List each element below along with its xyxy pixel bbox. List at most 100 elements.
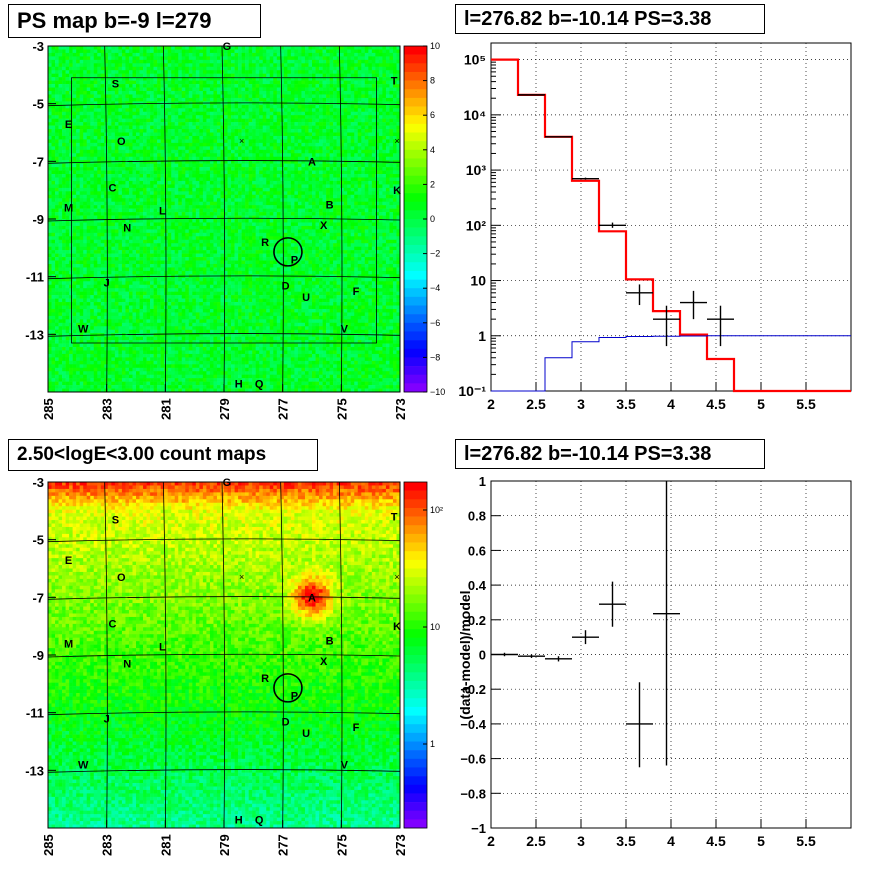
- y-tick-label: -3: [32, 39, 44, 54]
- source-label: H: [235, 378, 243, 390]
- count-map-grid: [47, 481, 401, 829]
- y-tick-label: 0.4: [468, 578, 487, 593]
- source-label: B: [326, 200, 334, 212]
- source-label: J: [104, 713, 110, 725]
- x-tick-label: 4: [667, 833, 675, 849]
- y-tick-label: 0: [479, 648, 486, 663]
- source-label: M: [64, 202, 73, 214]
- source-label: V: [341, 324, 349, 336]
- x-tick-label: 4: [667, 396, 675, 412]
- x-tick-label: 3.5: [616, 396, 636, 412]
- x-tick-label: 283: [100, 398, 115, 420]
- source-label: C: [109, 182, 117, 194]
- y-tick-label: 10³: [466, 162, 487, 178]
- source-label: E: [65, 119, 72, 131]
- y-tick-label: 10⁴: [464, 107, 487, 123]
- x-tick-label: 285: [41, 398, 56, 420]
- y-tick-label: 0.8: [468, 509, 486, 524]
- source-label: P: [291, 690, 298, 702]
- source-label: S: [112, 78, 119, 90]
- source-label: A: [308, 592, 316, 604]
- cross-marker: ×: [394, 572, 399, 582]
- source-label: E: [65, 555, 72, 567]
- x-tick-label: 3: [577, 833, 585, 849]
- x-tick-label: 285: [41, 834, 56, 856]
- x-tick-label: 277: [276, 398, 291, 420]
- source-label: D: [282, 280, 290, 292]
- source-label: V: [341, 760, 349, 772]
- source-circle: [273, 237, 303, 267]
- x-tick-label: 2.5: [526, 396, 546, 412]
- colorbar-tick-label: 2: [430, 179, 435, 189]
- x-tick-label: 5: [757, 833, 765, 849]
- residual-title: l=276.82 b=-10.14 PS=3.38: [455, 439, 765, 469]
- model-source-histogram: [491, 335, 851, 392]
- source-label: T: [391, 512, 398, 524]
- PS-map-grid: [47, 45, 401, 393]
- colorbar-tick-label: 8: [430, 76, 435, 86]
- y-tick-label: −0.4: [460, 717, 486, 732]
- source-label: S: [112, 514, 119, 526]
- x-tick-label: 275: [334, 398, 349, 420]
- source-label: L: [159, 205, 166, 217]
- colorbar-tick-label: 10²: [430, 505, 443, 515]
- y-tick-label: -9: [32, 648, 44, 663]
- source-label: X: [320, 656, 328, 668]
- source-label: D: [282, 716, 290, 728]
- source-label: N: [123, 223, 131, 235]
- source-label: G: [223, 477, 232, 489]
- colorbar-tick-label: 1: [430, 739, 435, 749]
- y-tick-label: −0.2: [460, 682, 486, 697]
- source-label: L: [159, 641, 166, 653]
- y-tick-label: -5: [32, 533, 44, 548]
- x-tick-label: 3.5: [616, 833, 636, 849]
- y-tick-label: -7: [32, 154, 44, 169]
- count-map-title: 2.50<logE<3.00 count maps: [8, 439, 318, 471]
- y-axis-label: (data-model)/model: [457, 590, 473, 719]
- ps-map-title: PS map b=-9 l=279: [8, 4, 261, 38]
- source-label: K: [393, 185, 401, 197]
- y-tick-label: 10⁻¹: [458, 383, 486, 399]
- x-tick-label: 279: [217, 398, 232, 420]
- colorbar-tick-label: −10: [430, 387, 445, 397]
- colorbar-tick-label: −4: [430, 283, 440, 293]
- y-tick-label: -13: [25, 763, 44, 778]
- colorbar: [404, 46, 427, 393]
- source-label: J: [104, 277, 110, 289]
- y-tick-label: -13: [25, 327, 44, 342]
- y-tick-label: 10: [470, 273, 486, 289]
- source-label: O: [117, 572, 126, 584]
- x-tick-label: 273: [393, 834, 408, 856]
- source-label: W: [78, 760, 89, 772]
- y-tick-label: 0.2: [468, 613, 486, 628]
- x-tick-label: 275: [334, 834, 349, 856]
- source-label: F: [353, 286, 360, 298]
- y-tick-label: -3: [32, 475, 44, 490]
- colorbar-tick-label: 6: [430, 110, 435, 120]
- y-tick-label: -11: [26, 270, 44, 285]
- source-label: U: [302, 728, 310, 740]
- x-tick-label: 2.5: [526, 833, 546, 849]
- source-label: Q: [255, 378, 264, 390]
- source-label: G: [223, 41, 232, 53]
- x-tick-label: 2: [487, 833, 495, 849]
- x-tick-label: 279: [217, 834, 232, 856]
- source-label: B: [326, 636, 334, 648]
- source-label: H: [235, 814, 243, 826]
- source-label: U: [302, 292, 310, 304]
- x-tick-label: 273: [393, 398, 408, 420]
- colorbar-tick-label: 0: [430, 214, 435, 224]
- y-tick-label: 0.6: [468, 543, 486, 558]
- x-tick-label: 2: [487, 396, 495, 412]
- source-label: A: [308, 156, 316, 168]
- y-tick-label: 10⁵: [464, 52, 486, 68]
- x-tick-label: 281: [158, 398, 173, 420]
- spectrum-frame: [490, 42, 852, 392]
- x-tick-label: 5.5: [796, 833, 816, 849]
- y-tick-label: 1: [479, 474, 486, 489]
- y-tick-label: −0.8: [460, 786, 486, 801]
- cross-marker: ×: [239, 136, 244, 146]
- colorbar-tick-label: −6: [430, 318, 440, 328]
- x-tick-label: 277: [276, 834, 291, 856]
